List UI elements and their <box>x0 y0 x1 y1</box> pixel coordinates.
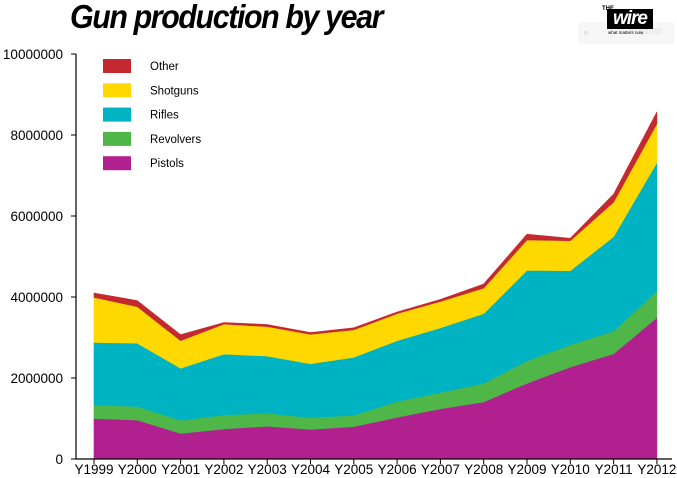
widget-dot-icon <box>584 31 588 35</box>
x-tick-label: Y1999 <box>74 462 113 477</box>
legend-swatch-other <box>103 59 131 73</box>
x-tick-label: Y2010 <box>551 462 590 477</box>
y-tick-label: 10000000 <box>3 47 63 62</box>
area-layer <box>93 111 658 460</box>
y-tick-label: 4000000 <box>10 290 63 305</box>
x-tick-label: Y2003 <box>248 462 287 477</box>
axes: 0 2000000 4000000 6000000 8000000 10000000 Y1… <box>3 47 677 477</box>
legend-label-other: Other <box>150 61 179 73</box>
chart-title: Gun production by year <box>70 0 383 35</box>
area-other <box>93 111 658 342</box>
x-tick-label: Y2012 <box>637 462 676 477</box>
legend-label-rifles: Rifles <box>150 110 179 122</box>
x-tick-label: Y2001 <box>161 462 200 477</box>
y-tick-label: 0 <box>55 452 63 467</box>
logo: THE wire what matters now <box>600 5 658 37</box>
y-tick-label: 6000000 <box>10 209 63 224</box>
x-tick-label: Y2009 <box>507 462 546 477</box>
legend-label-shotguns: Shotguns <box>150 85 199 97</box>
legend-swatch-revolvers <box>103 131 131 146</box>
legend-swatch-pistols <box>103 156 131 171</box>
legend-swatch-rifles <box>103 107 131 122</box>
x-tick-label: Y2004 <box>291 462 331 477</box>
y-ticks: 0 2000000 4000000 6000000 8000000 10000000 <box>3 47 76 467</box>
x-tick-label: Y2005 <box>334 462 373 477</box>
widget-label: Popular <box>628 26 663 37</box>
legend-swatch-shotguns <box>103 83 131 98</box>
legend-label-pistols: Pistols <box>150 158 184 170</box>
x-tick-label: Y2000 <box>118 462 157 477</box>
y-tick-label: 2000000 <box>10 371 63 386</box>
logo-wordmark: wire <box>607 9 653 29</box>
logo-tagline: what matters now <box>608 30 644 35</box>
x-ticks: Y1999 Y2000 Y2001 Y2002 Y2003 Y2004 Y2005 Y2006… <box>74 459 676 477</box>
x-tick-label: Y2006 <box>378 462 417 477</box>
x-tick-label: Y2008 <box>464 462 503 477</box>
legend-label-revolvers: Revolvers <box>150 134 201 146</box>
x-tick-label: Y2007 <box>421 462 460 477</box>
x-tick-label: Y2002 <box>204 462 243 477</box>
y-tick-label: 8000000 <box>10 128 63 143</box>
legend: Other Shotguns Rifles Revolvers Pistols <box>103 59 201 171</box>
x-tick-label: Y2011 <box>595 462 633 477</box>
